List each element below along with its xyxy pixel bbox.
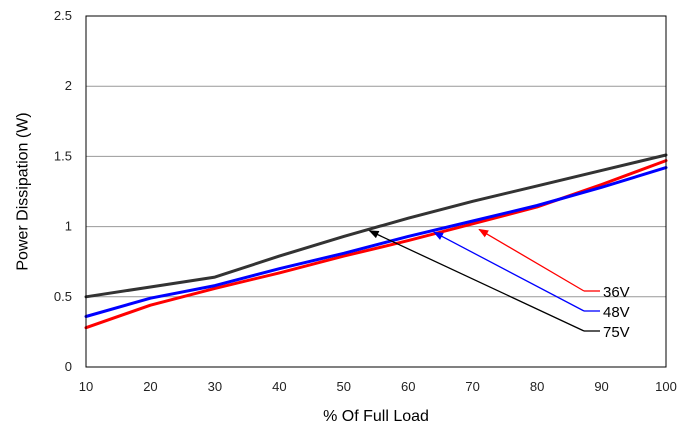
x-tick-label: 40 bbox=[272, 379, 286, 394]
x-tick-label: 10 bbox=[79, 379, 93, 394]
y-tick-label: 0 bbox=[65, 359, 72, 374]
x-axis-ticks: 10 20 30 40 50 60 70 80 90 100 bbox=[79, 379, 677, 394]
x-tick-label: 30 bbox=[208, 379, 222, 394]
x-tick-label: 80 bbox=[530, 379, 544, 394]
y-tick-label: 1 bbox=[65, 219, 72, 234]
legend-arrow bbox=[433, 231, 585, 312]
legend-label-36v: 36V bbox=[603, 284, 630, 301]
legend-label-48v: 48V bbox=[603, 304, 630, 321]
y-axis-ticks: 0 0.5 1 1.5 2 2.5 bbox=[54, 8, 72, 374]
y-tick-label: 0.5 bbox=[54, 289, 72, 304]
y-tick-label: 2 bbox=[65, 78, 72, 93]
series-line-75v bbox=[84, 153, 668, 299]
series-lines bbox=[84, 153, 668, 330]
series-line-48v bbox=[84, 166, 668, 318]
x-tick-label: 90 bbox=[594, 379, 608, 394]
plot-area-frame bbox=[85, 15, 667, 368]
legend-annotations: 36V 48V 75V bbox=[368, 228, 630, 341]
x-tick-label: 50 bbox=[337, 379, 351, 394]
legend-arrow bbox=[478, 228, 585, 292]
legend-arrow bbox=[368, 230, 585, 332]
x-tick-label: 60 bbox=[401, 379, 415, 394]
y-tick-label: 1.5 bbox=[54, 148, 72, 163]
x-tick-label: 100 bbox=[655, 379, 677, 394]
legend-label-75v: 75V bbox=[603, 324, 630, 341]
x-tick-label: 70 bbox=[465, 379, 479, 394]
y-tick-label: 2.5 bbox=[54, 8, 72, 23]
x-axis-title: % Of Full Load bbox=[323, 408, 429, 425]
y-axis-title: Power Dissipation (W) bbox=[15, 112, 32, 270]
x-tick-label: 20 bbox=[143, 379, 157, 394]
